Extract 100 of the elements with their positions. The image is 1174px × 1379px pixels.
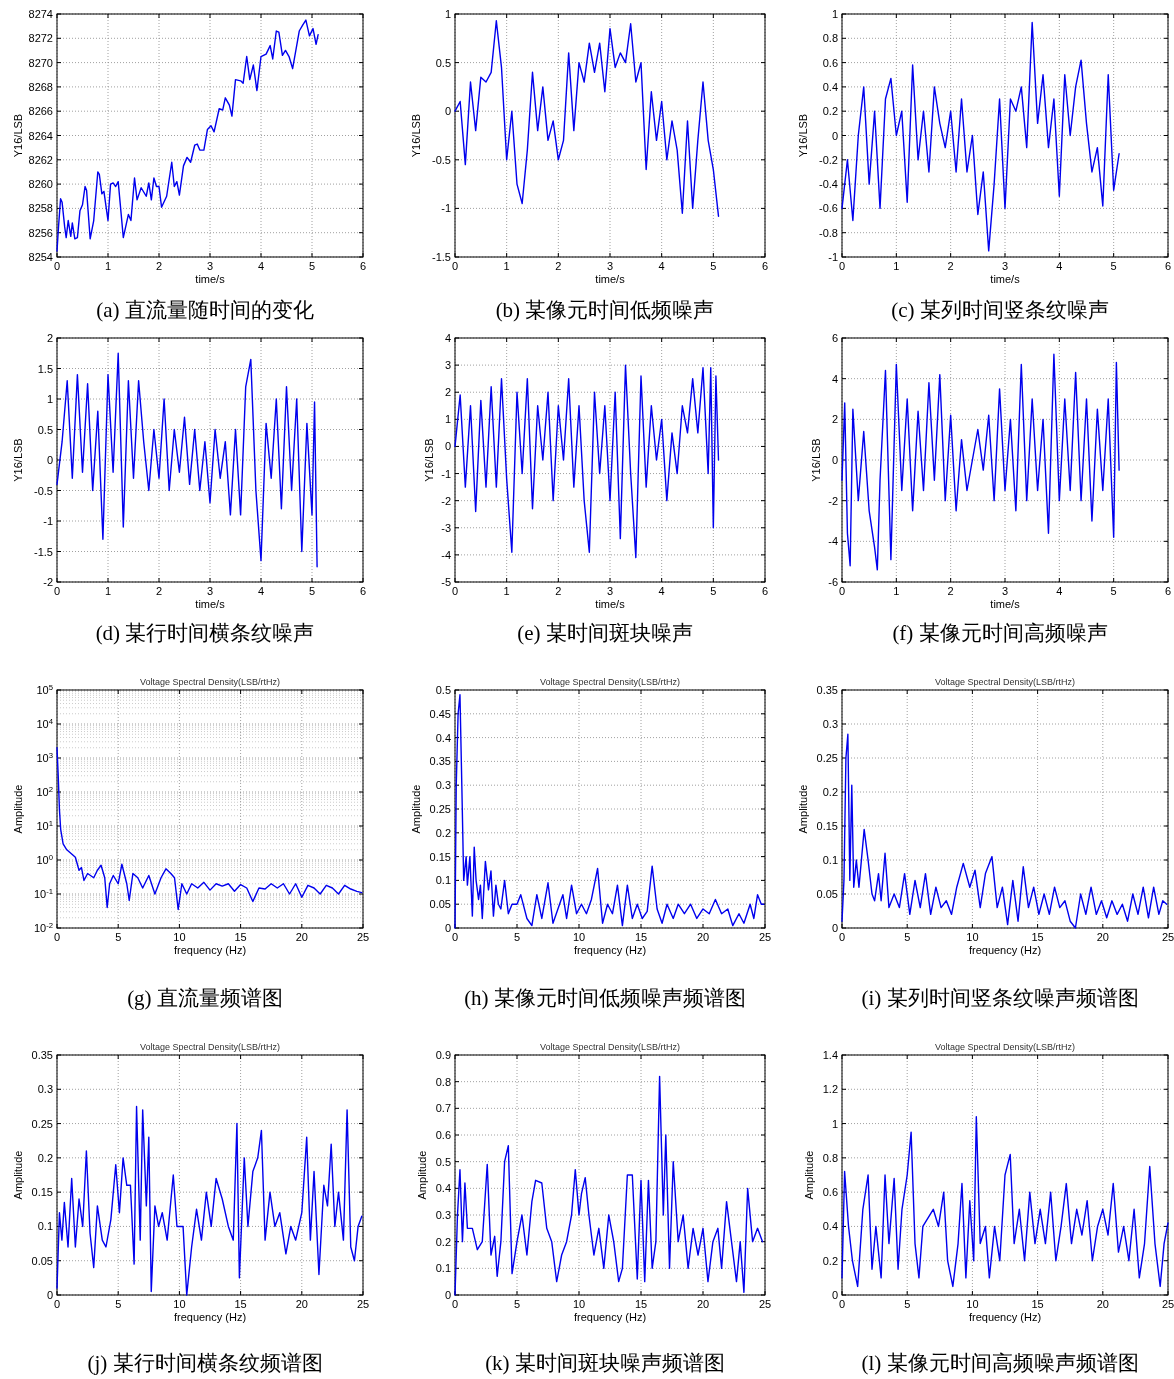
x-tick-label: 5 [308, 585, 316, 597]
y-tick-label: 0.1 [435, 874, 451, 887]
y-tick-label: 10$^{5}$ [36, 682, 53, 696]
y-tick-label: 1.4 [822, 1049, 838, 1061]
y-tick-label: 8274 [28, 8, 53, 20]
y-tick-label: 0.6 [822, 1186, 838, 1199]
y-tick-label: 0.2 [822, 786, 838, 798]
line-series [56, 19, 319, 252]
line-series [841, 1116, 1169, 1288]
y-tick-label: 0.05 [816, 888, 838, 900]
x-tick-label: 6 [359, 585, 367, 597]
y-tick-label: 0.35 [816, 684, 838, 696]
y-tick-label: 0.4 [435, 731, 451, 744]
x-tick-label: 3 [606, 260, 614, 272]
y-tick-label: -1 [441, 467, 451, 480]
x-tick-label: 25 [356, 1298, 370, 1310]
y-axis-title: Y16/LSB [422, 438, 435, 482]
x-tick-label: 20 [696, 1298, 710, 1310]
x-tick-label: 6 [1164, 585, 1172, 597]
x-tick-label: 10 [572, 1298, 586, 1310]
x-tick-label: 2 [555, 260, 562, 272]
y-tick-label: 0.2 [435, 1235, 451, 1248]
y-tick-label: 0.45 [429, 707, 451, 720]
x-tick-label: 10 [572, 931, 586, 943]
x-tick-label: 15 [1031, 1298, 1044, 1310]
x-tick-label: 1 [104, 260, 112, 272]
y-tick-label: 0.35 [31, 1049, 53, 1061]
y-tick-label: 4 [444, 332, 451, 344]
y-tick-label: 0.05 [31, 1254, 53, 1267]
y-tick-label: 0.1 [822, 854, 838, 866]
x-tick-label: 6 [359, 260, 367, 272]
y-tick-label: 0 [831, 454, 838, 466]
y-tick-label: 0.3 [435, 1209, 451, 1221]
text: (f) 某像元时间高频噪声 [892, 621, 1108, 645]
y-tick-label: 1 [831, 8, 838, 20]
y-tick-label: 0.15 [31, 1186, 53, 1199]
text: (a) 直流量随时间的变化 [96, 298, 314, 322]
y-tick-label: 8268 [28, 80, 53, 93]
chart-title: Voltage Spectral Density(LSB/rtHz) [139, 677, 281, 687]
y-tick-label: 0 [831, 922, 838, 934]
y-tick-label: 10$^{-1}$ [33, 886, 53, 900]
x-tick-label: 1 [503, 260, 510, 272]
x-tick-label: 4 [257, 260, 265, 272]
y-tick-label: 0.4 [822, 1220, 838, 1233]
y-tick-label: 1 [444, 8, 451, 20]
line-series [454, 364, 720, 559]
y-tick-label: -0.5 [34, 484, 53, 497]
x-tick-label: 5 [308, 260, 316, 272]
y-tick-label: 0.7 [435, 1102, 451, 1115]
x-tick-label: 3 [206, 585, 214, 597]
x-tick-label: 6 [1164, 260, 1172, 272]
x-tick-label: 5 [710, 260, 717, 272]
x-tick-label: 5 [710, 585, 717, 597]
x-tick-label: 4 [658, 585, 665, 597]
y-tick-label: 0.8 [822, 1151, 838, 1164]
y-tick-label: 2 [831, 413, 838, 426]
line-series [841, 21, 1120, 252]
y-tick-label: 8260 [28, 178, 53, 191]
y-tick-label: 0.25 [816, 752, 838, 764]
x-axis-title: time/s [990, 598, 1021, 610]
x-tick-label: 5 [904, 931, 911, 943]
x-tick-label: 15 [234, 931, 247, 943]
y-tick-label: 2 [444, 386, 451, 399]
y-tick-label: -1.5 [34, 545, 53, 558]
x-tick-label: 5 [1110, 585, 1117, 597]
x-tick-label: 10 [966, 931, 979, 943]
x-tick-label: 25 [758, 931, 772, 943]
text: (l) 某像元时间高频噪声频谱图 [861, 1351, 1139, 1375]
y-tick-label: 0.25 [429, 803, 451, 815]
x-axis-title: frequency (Hz) [573, 944, 647, 956]
y-tick-label: 8270 [28, 56, 53, 69]
chart-title: Voltage Spectral Density(LSB/rtHz) [934, 677, 1076, 687]
x-axis-title: frequency (Hz) [173, 944, 247, 956]
y-tick-label: 0.8 [822, 32, 838, 45]
line-series [454, 20, 720, 217]
y-tick-label: 8272 [28, 32, 53, 45]
y-tick-label: -6 [828, 576, 838, 588]
text: (e) 某时间斑块噪声 [517, 621, 693, 645]
x-tick-label: 20 [295, 931, 308, 943]
y-tick-label: 10$^{0}$ [36, 852, 53, 866]
y-tick-label: 0.8 [435, 1075, 451, 1088]
x-tick-label: 10 [173, 1298, 186, 1310]
x-tick-label: 1 [104, 585, 112, 597]
y-tick-label: -1 [828, 251, 838, 263]
x-tick-label: 1 [503, 585, 510, 597]
x-tick-label: 25 [1161, 1298, 1174, 1310]
y-tick-label: 0 [831, 129, 838, 142]
x-axis-title: time/s [195, 598, 226, 610]
y-tick-label: -0.2 [819, 153, 838, 166]
x-tick-label: 4 [257, 585, 265, 597]
x-axis-title: frequency (Hz) [573, 1311, 647, 1323]
x-tick-label: 2 [155, 585, 163, 597]
y-tick-label: 8266 [28, 105, 53, 118]
y-tick-label: 0.5 [435, 1155, 451, 1168]
y-tick-label: 4 [831, 372, 838, 385]
y-axis-title: Y16/LSB [12, 438, 25, 482]
y-tick-label: -0.6 [819, 202, 838, 215]
y-tick-label: 8256 [28, 226, 53, 239]
x-axis-title: time/s [195, 273, 226, 285]
y-tick-label: 0.4 [435, 1182, 451, 1195]
